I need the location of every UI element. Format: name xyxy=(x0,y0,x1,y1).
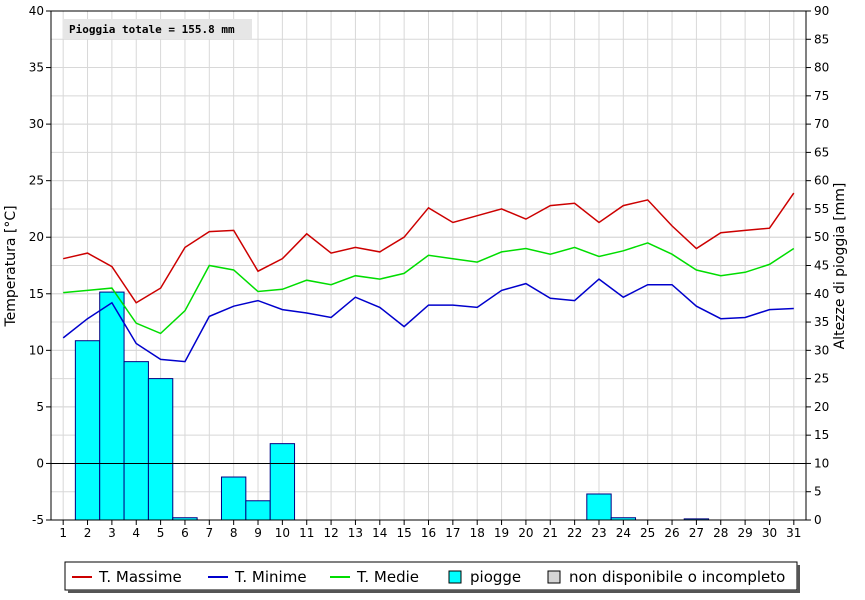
x-tick-label: 10 xyxy=(275,526,290,540)
right-tick-label: 60 xyxy=(814,174,829,188)
total-rain-annotation: Pioggia totale = 155.8 mm xyxy=(63,19,252,39)
left-tick-label: -5 xyxy=(32,513,44,527)
rain-bars xyxy=(74,291,710,521)
legend-label: T. Minime xyxy=(234,568,307,586)
right-tick-label: 25 xyxy=(814,372,829,386)
x-tick-label: 8 xyxy=(230,526,238,540)
x-tick-label: 28 xyxy=(713,526,728,540)
legend-shadow-right xyxy=(797,565,800,593)
rain-bar xyxy=(245,500,271,521)
legend-label: piogge xyxy=(470,568,521,586)
x-tick-label: 7 xyxy=(205,526,213,540)
right-axis-ticks: 0 5 10 15 20 25 30 35 40 45 50 55 60 65 70 75 80 85 90 xyxy=(806,4,829,527)
x-tick-label: 24 xyxy=(616,526,631,540)
x-tick-label: 16 xyxy=(421,526,436,540)
x-axis-ticks: 1 2 3 4 5 6 7 8 9 10 11 12 13 14 15 16 17 18 19 20 21 22 23 24 2… xyxy=(59,520,801,540)
x-tick-label: 6 xyxy=(181,526,189,540)
annotation-text: Pioggia totale = 155.8 mm xyxy=(69,23,235,36)
x-tick-label: 14 xyxy=(372,526,387,540)
x-tick-label: 21 xyxy=(543,526,558,540)
rain-bar xyxy=(220,476,247,521)
x-tick-label: 25 xyxy=(640,526,655,540)
left-axis-title: Temperatura [°C] xyxy=(3,205,19,327)
left-tick-label: 5 xyxy=(36,400,44,414)
rain-bar xyxy=(99,291,125,521)
legend-shadow-bottom xyxy=(68,590,800,593)
legend-label: non disponibile o incompleto xyxy=(569,568,785,586)
left-tick-label: 10 xyxy=(29,343,44,357)
x-tick-label: 5 xyxy=(157,526,165,540)
right-tick-label: 85 xyxy=(814,32,829,46)
rain-bar xyxy=(74,340,101,521)
left-tick-label: 15 xyxy=(29,287,44,301)
series-line-t-massime xyxy=(63,192,795,304)
legend: T. Massime T. Minime T. Medie piogge non dis… xyxy=(64,561,800,593)
x-tick-label: 20 xyxy=(518,526,533,540)
x-tick-label: 19 xyxy=(494,526,509,540)
rain-bar xyxy=(147,378,174,521)
x-tick-label: 2 xyxy=(84,526,92,540)
legend-swatch xyxy=(448,570,462,584)
x-tick-label: 27 xyxy=(689,526,704,540)
right-tick-label: 10 xyxy=(814,456,829,470)
right-tick-label: 30 xyxy=(814,343,829,357)
left-tick-label: 40 xyxy=(29,4,44,18)
x-tick-label: 15 xyxy=(397,526,412,540)
series-line-t-medie xyxy=(63,242,795,335)
right-tick-label: 70 xyxy=(814,117,829,131)
right-tick-label: 20 xyxy=(814,400,829,414)
x-tick-label: 13 xyxy=(348,526,363,540)
right-tick-label: 55 xyxy=(814,202,829,216)
x-tick-label: 18 xyxy=(470,526,485,540)
x-tick-label: 9 xyxy=(254,526,262,540)
x-tick-label: 4 xyxy=(132,526,140,540)
left-tick-label: 0 xyxy=(36,456,44,470)
right-tick-label: 0 xyxy=(814,513,822,527)
annotation-box xyxy=(63,19,252,39)
x-tick-label: 29 xyxy=(737,526,752,540)
right-tick-label: 65 xyxy=(814,145,829,159)
x-tick-label: 17 xyxy=(445,526,460,540)
legend-label: T. Medie xyxy=(356,568,419,586)
left-tick-label: 25 xyxy=(29,174,44,188)
right-tick-label: 15 xyxy=(814,428,829,442)
left-tick-label: 30 xyxy=(29,117,44,131)
right-tick-label: 5 xyxy=(814,485,822,499)
left-tick-label: 20 xyxy=(29,230,44,244)
temperature-lines xyxy=(62,192,795,363)
x-tick-label: 1 xyxy=(59,526,67,540)
legend-box xyxy=(64,561,798,591)
series-line-t-minime xyxy=(62,278,794,363)
legend-label: T. Massime xyxy=(98,568,182,586)
legend-swatch xyxy=(547,570,561,584)
right-tick-label: 45 xyxy=(814,259,829,273)
right-tick-label: 80 xyxy=(814,61,829,75)
right-tick-label: 90 xyxy=(814,4,829,18)
x-tick-label: 3 xyxy=(108,526,116,540)
right-tick-label: 40 xyxy=(814,287,829,301)
rain-bar xyxy=(586,493,612,521)
right-tick-label: 50 xyxy=(814,230,829,244)
rain-bar xyxy=(269,443,296,521)
x-tick-label: 22 xyxy=(567,526,582,540)
left-axis-ticks: -5 0 5 10 15 20 25 30 35 40 xyxy=(29,4,51,527)
x-tick-label: 11 xyxy=(299,526,314,540)
x-tick-label: 12 xyxy=(323,526,338,540)
x-tick-label: 31 xyxy=(786,526,801,540)
left-tick-label: 35 xyxy=(29,61,44,75)
rain-bar xyxy=(123,361,149,521)
right-tick-label: 35 xyxy=(814,315,829,329)
right-axis-title: Altezze di pioggia [mm] xyxy=(832,183,848,350)
x-tick-label: 26 xyxy=(664,526,679,540)
x-tick-label: 23 xyxy=(591,526,606,540)
x-tick-label: 30 xyxy=(762,526,777,540)
right-tick-label: 75 xyxy=(814,89,829,103)
